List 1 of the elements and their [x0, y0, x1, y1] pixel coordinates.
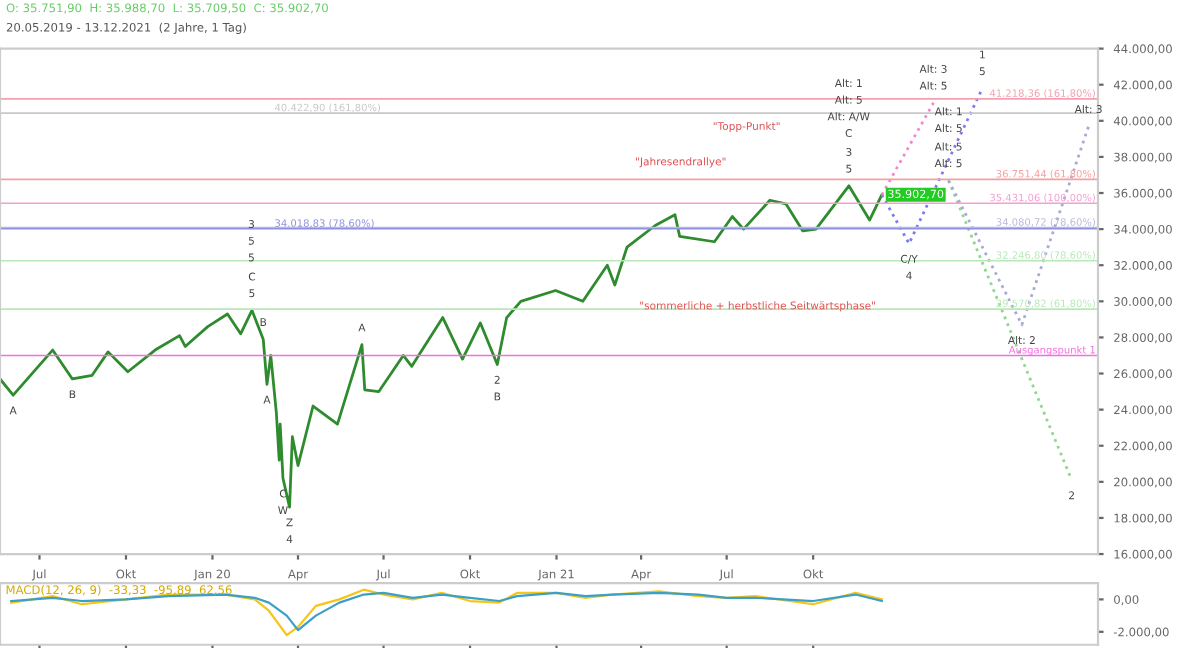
line-series [0, 184, 884, 509]
